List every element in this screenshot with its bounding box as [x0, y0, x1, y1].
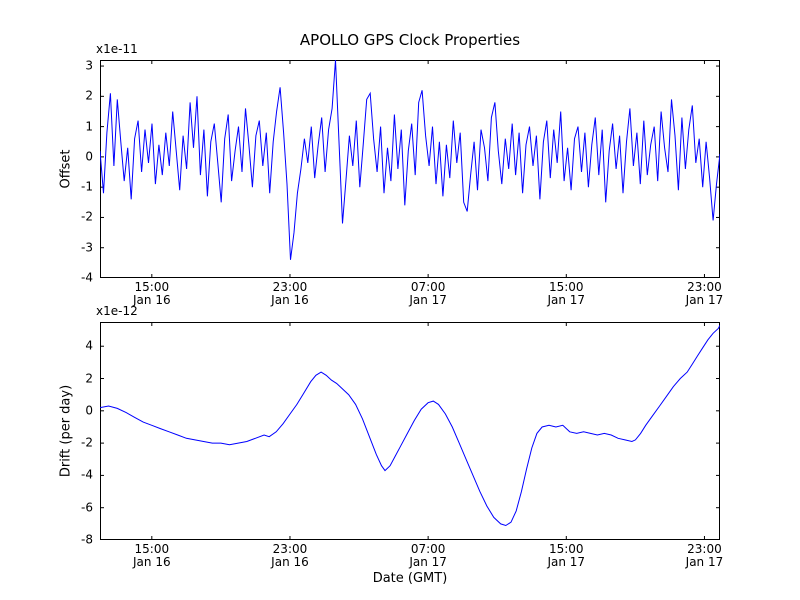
offset-x-tick-label: 07:00 Jan 17: [409, 280, 447, 307]
offset-svg: [100, 60, 720, 278]
offset-y-tick-label: -2: [81, 209, 93, 224]
offset-y-tick-label: -1: [81, 179, 93, 194]
offset-x-tick-label: 15:00 Jan 16: [133, 280, 171, 307]
drift-y-tick-label: -4: [81, 467, 93, 482]
offset-scale-label: x1e-11: [96, 42, 138, 56]
drift-x-tick-label: 07:00 Jan 17: [409, 542, 447, 569]
drift-x-tick-label: 23:00 Jan 17: [685, 542, 724, 569]
offset-x-tick-label: 23:00 Jan 17: [685, 280, 724, 307]
drift-y-tick-label: 0: [85, 403, 93, 418]
drift-y-tick-label: -8: [81, 532, 93, 547]
drift-y-tick-label: -6: [81, 500, 93, 515]
offset-y-tick-label: 2: [85, 88, 93, 103]
drift-plot-area: [100, 322, 720, 540]
offset-x-tick-label: 23:00 Jan 16: [271, 280, 309, 307]
drift-x-tick-label: 15:00 Jan 16: [133, 542, 171, 569]
offset-y-axis-label: Offset: [58, 149, 74, 189]
drift-y-tick-label: 4: [85, 338, 93, 353]
chart-title: APOLLO GPS Clock Properties: [299, 31, 521, 49]
drift-y-tick-label: 2: [85, 371, 93, 386]
drift-svg: [100, 322, 720, 540]
offset-plot-area: [100, 60, 720, 278]
drift-y-axis-label: Drift (per day): [58, 384, 74, 478]
offset-y-tick-label: 1: [85, 119, 93, 134]
x-axis-label: Date (GMT): [372, 571, 448, 586]
offset-y-tick-label: -4: [81, 270, 93, 285]
offset-y-tick-label: 3: [85, 58, 93, 73]
offset-x-tick-label: 15:00 Jan 17: [547, 280, 586, 307]
drift-x-tick-label: 15:00 Jan 17: [547, 542, 586, 569]
drift-x-tick-label: 23:00 Jan 16: [271, 542, 309, 569]
offset-y-tick-label: 0: [85, 149, 93, 164]
drift-scale-label: x1e-12: [96, 304, 138, 318]
offset-y-tick-label: -3: [81, 240, 93, 255]
drift-y-tick-label: -2: [81, 435, 93, 450]
